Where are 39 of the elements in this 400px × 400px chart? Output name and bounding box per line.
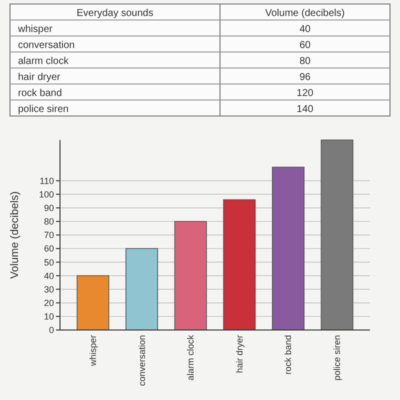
text: whisper xyxy=(17,24,54,35)
text: rock band xyxy=(18,88,62,99)
text: 120 xyxy=(296,88,314,99)
text: 40 xyxy=(299,24,311,35)
x-tick-label: alarm clock xyxy=(186,334,196,381)
y-tick-label: 100 xyxy=(38,189,54,200)
y-tick-label: 30 xyxy=(44,284,54,294)
y-tick-label: 80 xyxy=(44,216,54,227)
x-tick-label: hair dryer xyxy=(234,335,244,374)
y-tick-label: 20 xyxy=(44,298,54,308)
bar xyxy=(126,248,158,330)
bar xyxy=(223,199,256,330)
x-tick-label: conversation xyxy=(136,335,147,386)
y-tick-label: 70 xyxy=(44,230,54,240)
x-tick-label: rock band xyxy=(283,335,294,375)
text: alarm clock xyxy=(18,56,70,67)
text: hair dryer xyxy=(18,72,61,83)
text: 60 xyxy=(299,40,311,51)
bar xyxy=(76,275,110,330)
y-tick-label: 90 xyxy=(44,203,54,214)
y-tick-label: 40 xyxy=(44,270,54,281)
bar xyxy=(174,221,207,330)
y-tick-label: 0 xyxy=(48,325,54,336)
text: Volume (decibels) xyxy=(265,8,345,19)
text: Everyday sounds xyxy=(76,8,154,19)
y-tick-label: 10 xyxy=(44,312,54,322)
y-tick-label: 60 xyxy=(44,244,54,254)
bar xyxy=(320,140,354,330)
text: 96 xyxy=(299,72,311,83)
text: conversation xyxy=(18,40,75,51)
y-tick-label: 110 xyxy=(40,176,54,186)
text: 80 xyxy=(299,56,311,67)
text: police siren xyxy=(18,104,69,115)
x-tick-label: police siren xyxy=(332,335,342,381)
bar xyxy=(272,166,304,330)
y-tick-label: 50 xyxy=(44,257,54,268)
text: 140 xyxy=(296,104,314,115)
x-tick-label: whisper xyxy=(88,335,98,368)
y-axis-title: Volume (decibels) xyxy=(9,191,21,279)
